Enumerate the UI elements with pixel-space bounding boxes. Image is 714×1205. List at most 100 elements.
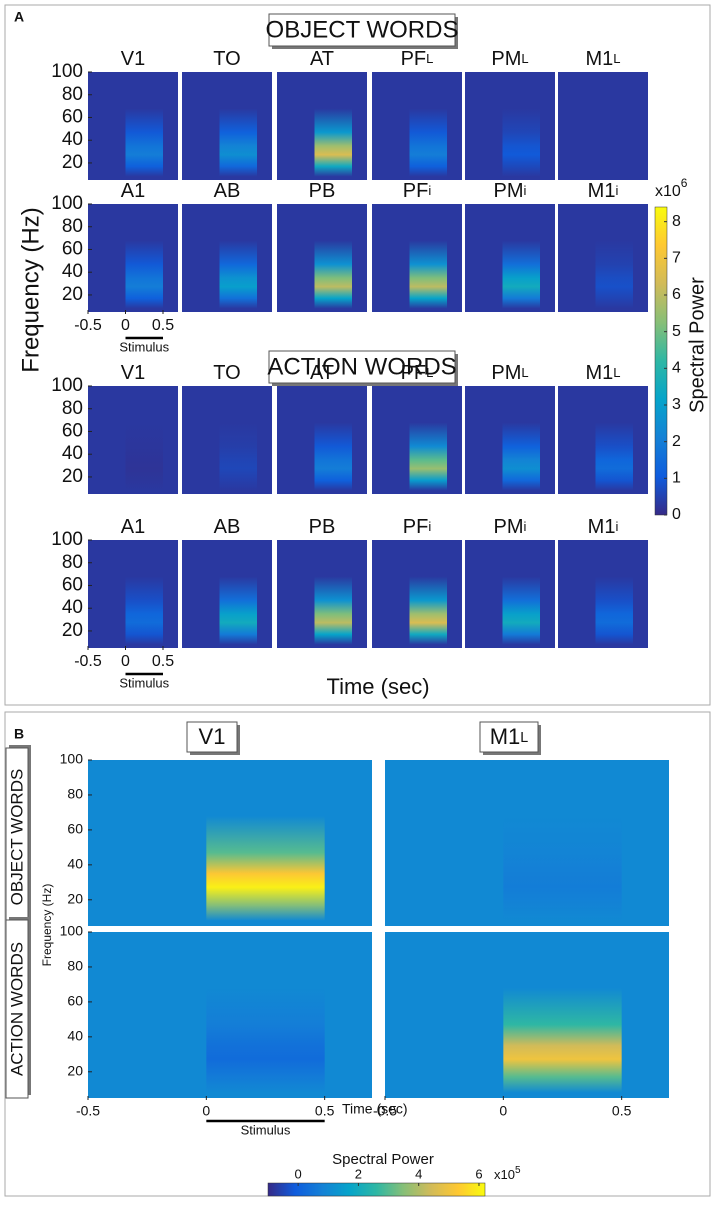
title-subscript: L (613, 51, 620, 66)
spectral-blob (314, 422, 352, 491)
colorbar-tick-label: 0 (295, 1166, 302, 1181)
y-tick-label: 20 (62, 620, 83, 641)
y-tick-label: 80 (62, 84, 83, 105)
y-tick-label: 40 (62, 597, 83, 618)
title-subscript: L (521, 51, 528, 66)
spectral-blob (206, 815, 325, 921)
title-subscript: L (520, 730, 528, 746)
colorbar-multiplier: x106 (655, 176, 688, 200)
panel-title: PFi (403, 180, 432, 202)
panel-title: PMi (494, 180, 527, 202)
title-subscript: i (524, 183, 527, 198)
panel-title: V1 (121, 48, 145, 70)
y-axis-label: Frequency (Hz) (40, 884, 54, 967)
y-tick-label: 100 (51, 61, 83, 82)
panel-title: M1L (585, 48, 620, 70)
spectral-blob (595, 108, 633, 177)
boxed-title (5, 745, 31, 927)
exponent: 5 (515, 1165, 521, 1176)
spectral-blob (219, 576, 257, 645)
y-tick-label: 40 (62, 261, 83, 282)
y-tick-label: 100 (60, 751, 84, 767)
title-box (479, 721, 539, 753)
title-subscript: i (615, 183, 618, 198)
x-tick-label: 0.5 (315, 1103, 335, 1119)
x-tick-label: -0.5 (74, 653, 102, 670)
panel-letter: A (14, 9, 24, 25)
colorbar-tick-label: 0 (672, 506, 681, 523)
y-tick-label: 20 (67, 1062, 83, 1078)
title-text: PF (401, 48, 427, 70)
spectral-blob (314, 576, 352, 645)
y-tick-label: 100 (51, 529, 83, 550)
y-tick-label: 100 (60, 923, 84, 939)
title-text: M1 (585, 362, 613, 384)
title-text: PF (403, 516, 429, 538)
title-subscript: L (521, 365, 528, 380)
x-tick-label: 0.5 (152, 317, 174, 334)
panel-title: AT (310, 48, 334, 70)
stimulus-label: Stimulus (119, 675, 169, 690)
spectral-blob (595, 240, 633, 309)
title-text: AT (310, 48, 334, 70)
y-tick-label: 80 (67, 958, 83, 974)
title-text: AT (310, 362, 334, 384)
multiplier: x10 (494, 1167, 515, 1182)
spectral-blob (409, 240, 447, 309)
x-tick-label: 0 (121, 653, 130, 670)
x-tick-label: 0 (121, 317, 130, 334)
title-text: M1 (588, 516, 616, 538)
panel-title: AB (214, 516, 241, 538)
boxed-title (479, 721, 541, 755)
panel-title: PML (491, 362, 528, 384)
y-tick-label: 20 (67, 890, 83, 906)
colorbar-tick-label: 7 (672, 250, 681, 267)
title-subscript: L (426, 51, 433, 66)
spectral-blob (219, 422, 257, 491)
spectral-blob (503, 815, 622, 921)
title-text: TO (213, 362, 240, 384)
x-tick-label: -0.5 (373, 1103, 397, 1119)
y-tick-label: 60 (62, 574, 83, 595)
title-text: PB (309, 516, 336, 538)
panel-letter: B (14, 726, 24, 742)
colorbar (267, 1182, 486, 1197)
spectral-blob (409, 108, 447, 177)
x-tick-label: 0 (499, 1103, 507, 1119)
spectral-blob (125, 422, 163, 491)
x-tick-label: 0 (202, 1103, 210, 1119)
panel-a-frame (4, 4, 711, 706)
y-tick-label: 20 (62, 152, 83, 173)
y-tick-label: 40 (67, 856, 83, 872)
panel-title: AT (310, 362, 334, 384)
boxed-title (186, 721, 240, 755)
title-text: V1 (199, 724, 226, 749)
y-tick-label: 20 (62, 466, 83, 487)
colorbar-label: Spectral Power (686, 277, 708, 413)
panel-title: AB (214, 180, 241, 202)
spectral-blob (314, 108, 352, 177)
title-subscript: i (428, 519, 431, 534)
title-subscript: L (613, 365, 620, 380)
spectral-blob (206, 987, 325, 1093)
y-tick-label: 100 (51, 375, 83, 396)
colorbar-multiplier: x105 (494, 1165, 521, 1183)
y-tick-label: 40 (67, 1028, 83, 1044)
y-tick-label: 80 (62, 398, 83, 419)
y-tick-label: 60 (62, 420, 83, 441)
title-text: V1 (121, 362, 145, 384)
title-box (268, 350, 456, 384)
y-tick-label: 80 (62, 216, 83, 237)
y-tick-label: 60 (67, 821, 83, 837)
title-text: AB (214, 516, 241, 538)
y-tick-label: 60 (67, 993, 83, 1009)
group-title: OBJECT WORDS (266, 16, 459, 43)
boxed-title (5, 917, 31, 1099)
panel-title: PML (491, 48, 528, 70)
colorbar-tick-label: 6 (672, 286, 681, 303)
panel-title: PFL (401, 48, 434, 70)
spectral-blob (219, 240, 257, 309)
title-text: PB (309, 180, 336, 202)
panel-title: TO (213, 48, 240, 70)
title-box (186, 721, 238, 753)
